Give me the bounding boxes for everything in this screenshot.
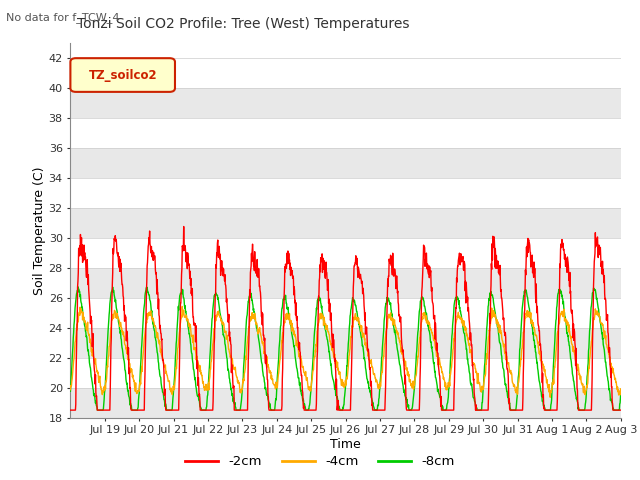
- Line: -4cm: -4cm: [70, 306, 621, 397]
- Bar: [70, 238, 621, 268]
- -2cm: [617, 407, 625, 413]
- -2cm: [332, 364, 339, 370]
- Text: No data for f_TCW_4: No data for f_TCW_4: [6, 12, 120, 23]
- Text: Tonzi Soil CO2 Profile: Tree (West) Temperatures: Tonzi Soil CO2 Profile: Tree (West) Temp…: [77, 17, 410, 31]
- -8cm: [611, 407, 618, 413]
- Bar: [70, 298, 621, 328]
- Bar: [70, 328, 621, 358]
- Y-axis label: Soil Temperature (C): Soil Temperature (C): [33, 166, 45, 295]
- Bar: [70, 148, 621, 178]
- -4cm: [476, 380, 483, 385]
- -2cm: [556, 264, 564, 270]
- -4cm: [557, 312, 564, 317]
- -4cm: [67, 387, 74, 393]
- Bar: [70, 268, 621, 298]
- Bar: [70, 58, 621, 88]
- -8cm: [617, 388, 625, 394]
- -8cm: [332, 392, 340, 398]
- Text: TZ_soilco2: TZ_soilco2: [88, 69, 157, 82]
- -4cm: [152, 330, 160, 336]
- -8cm: [476, 407, 484, 413]
- -8cm: [557, 290, 564, 296]
- -2cm: [321, 273, 329, 278]
- -4cm: [611, 372, 618, 378]
- -2cm: [180, 224, 188, 229]
- -4cm: [321, 322, 329, 327]
- -8cm: [74, 284, 82, 289]
- -4cm: [547, 395, 554, 400]
- Line: -2cm: -2cm: [70, 227, 621, 410]
- Bar: [70, 358, 621, 388]
- Line: -8cm: -8cm: [70, 287, 621, 410]
- Bar: [70, 88, 621, 118]
- -2cm: [67, 407, 74, 413]
- -4cm: [617, 386, 625, 392]
- Bar: [70, 178, 621, 208]
- -4cm: [332, 361, 339, 367]
- X-axis label: Time: Time: [330, 438, 361, 451]
- FancyBboxPatch shape: [70, 58, 175, 92]
- -8cm: [321, 327, 329, 333]
- -2cm: [476, 407, 483, 413]
- -8cm: [67, 388, 74, 394]
- -2cm: [610, 407, 618, 413]
- Bar: [70, 118, 621, 148]
- -4cm: [179, 303, 186, 309]
- Bar: [70, 208, 621, 238]
- -8cm: [154, 349, 161, 355]
- Legend: -2cm, -4cm, -8cm: -2cm, -4cm, -8cm: [179, 450, 461, 473]
- Bar: [70, 388, 621, 418]
- -8cm: [94, 407, 102, 413]
- -2cm: [152, 276, 160, 282]
